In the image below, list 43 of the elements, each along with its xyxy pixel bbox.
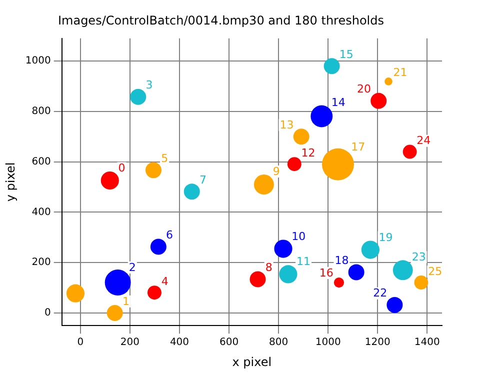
y-tick-label: 600: [32, 156, 51, 168]
annotation: 19: [378, 230, 393, 244]
annotation: 20: [357, 82, 372, 96]
annotation: 13: [280, 118, 294, 132]
annotation: 8: [265, 261, 272, 274]
annotation: 12: [301, 146, 316, 160]
annotation: 4: [161, 275, 168, 288]
annotation: 2: [128, 260, 136, 274]
x-tick-label: 200: [120, 337, 140, 348]
x-tick-label: 1400: [414, 337, 440, 348]
chart-title: Images/ControlBatch/0014.bmp30 and 180 thresholds: [58, 13, 384, 28]
annotation: 10: [292, 230, 306, 243]
annotation: 6: [166, 228, 174, 242]
y-tick-label: 200: [32, 257, 51, 268]
annotation: 16: [319, 266, 334, 280]
x-axis-title: x pixel: [232, 354, 272, 369]
annotation: 1: [122, 294, 130, 308]
x-tick-label: 800: [269, 337, 288, 348]
x-tick-label: 600: [219, 337, 239, 348]
y-axis-title: y pixel: [3, 162, 18, 202]
y-tick-label: 0: [44, 308, 51, 319]
annotation: 18: [334, 254, 349, 267]
annotation: 22: [373, 286, 388, 300]
annotation: 11: [296, 255, 311, 268]
annotation: 23: [412, 250, 426, 264]
annotation: 25: [428, 264, 442, 278]
annotation: 3: [146, 78, 153, 92]
annotation: 17: [351, 140, 366, 154]
x-tick-label: 1200: [364, 337, 390, 348]
y-tick-label: 400: [32, 206, 51, 218]
annotation: 7: [199, 173, 206, 186]
annotation: 14: [331, 96, 346, 109]
annotation: 9: [272, 164, 280, 178]
y-tick-label: 1000: [25, 56, 51, 67]
x-tick-label: 400: [170, 337, 190, 348]
annotation: 5: [161, 152, 168, 165]
x-tick-label: 1000: [315, 337, 341, 348]
annotation: 24: [416, 134, 431, 148]
annotation: 0: [118, 162, 126, 175]
y-tick-label: 800: [32, 106, 51, 118]
annotation: 15: [339, 48, 354, 61]
x-tick-label: 0: [77, 337, 84, 348]
annotation: 21: [393, 66, 408, 80]
